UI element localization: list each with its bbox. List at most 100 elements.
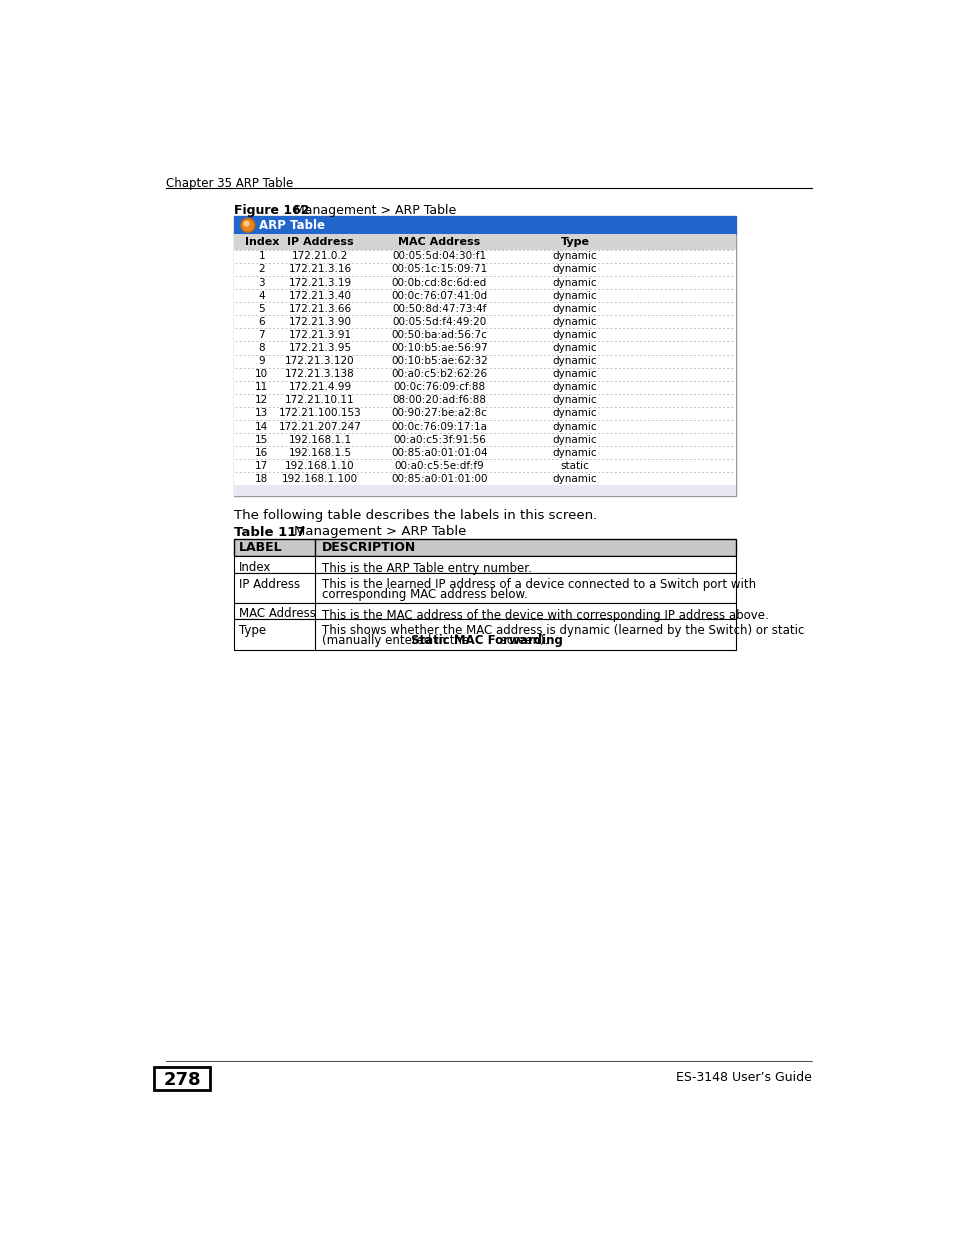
Bar — [233, 341, 736, 354]
Text: dynamic: dynamic — [552, 369, 597, 379]
Bar — [154, 1067, 210, 1091]
Text: Type: Type — [559, 237, 589, 247]
Text: dynamic: dynamic — [552, 409, 597, 419]
Text: 3: 3 — [258, 278, 265, 288]
Text: 00:05:5d:04:30:f1: 00:05:5d:04:30:f1 — [392, 252, 486, 262]
Text: This is the learned IP address of a device connected to a Switch port with: This is the learned IP address of a devi… — [321, 578, 755, 590]
Bar — [233, 216, 736, 496]
Text: static: static — [560, 461, 589, 471]
Bar — [233, 420, 736, 433]
Text: 1: 1 — [258, 252, 265, 262]
Text: dynamic: dynamic — [552, 264, 597, 274]
Text: 00:50:8d:47:73:4f: 00:50:8d:47:73:4f — [392, 304, 486, 314]
Bar — [233, 394, 736, 406]
Bar — [233, 216, 736, 235]
Text: 00:90:27:be:a2:8c: 00:90:27:be:a2:8c — [391, 409, 487, 419]
Text: 172.21.3.16: 172.21.3.16 — [288, 264, 351, 274]
Text: Index: Index — [238, 561, 271, 574]
Bar — [233, 249, 736, 263]
Bar — [233, 472, 736, 485]
Text: Chapter 35 ARP Table: Chapter 35 ARP Table — [166, 178, 293, 190]
Text: 172.21.3.120: 172.21.3.120 — [285, 356, 355, 366]
Bar — [233, 303, 736, 315]
Circle shape — [244, 221, 249, 226]
Text: 18: 18 — [255, 474, 268, 484]
Text: 172.21.3.138: 172.21.3.138 — [285, 369, 355, 379]
Text: 278: 278 — [163, 1072, 201, 1089]
Text: Management > ARP Table: Management > ARP Table — [294, 526, 465, 538]
Text: 15: 15 — [255, 435, 268, 445]
Text: 00:a0:c5:3f:91:56: 00:a0:c5:3f:91:56 — [393, 435, 485, 445]
Text: MAC Address: MAC Address — [397, 237, 480, 247]
Text: Type: Type — [238, 624, 266, 637]
Text: screen).: screen). — [497, 634, 548, 647]
Text: dynamic: dynamic — [552, 252, 597, 262]
Text: 192.168.1.1: 192.168.1.1 — [288, 435, 351, 445]
Text: 00:0c:76:09:cf:88: 00:0c:76:09:cf:88 — [393, 383, 485, 393]
Text: dynamic: dynamic — [552, 435, 597, 445]
Text: 11: 11 — [255, 383, 268, 393]
Text: 00:a0:c5:b2:62:26: 00:a0:c5:b2:62:26 — [391, 369, 487, 379]
Text: 00:50:ba:ad:56:7c: 00:50:ba:ad:56:7c — [391, 330, 487, 340]
Text: 172.21.0.2: 172.21.0.2 — [292, 252, 348, 262]
Text: 00:05:1c:15:09:71: 00:05:1c:15:09:71 — [391, 264, 487, 274]
Text: 12: 12 — [255, 395, 268, 405]
Bar — [233, 556, 736, 573]
Text: Table 117: Table 117 — [233, 526, 305, 538]
Text: 00:0b:cd:8c:6d:ed: 00:0b:cd:8c:6d:ed — [392, 278, 486, 288]
Text: 17: 17 — [255, 461, 268, 471]
Text: 172.21.4.99: 172.21.4.99 — [288, 383, 351, 393]
Text: dynamic: dynamic — [552, 356, 597, 366]
Text: 172.21.3.90: 172.21.3.90 — [288, 317, 351, 327]
Text: 00:85:a0:01:01:00: 00:85:a0:01:01:00 — [391, 474, 487, 484]
Text: This shows whether the MAC address is dynamic (learned by the Switch) or static: This shows whether the MAC address is dy… — [321, 624, 803, 637]
Text: 172.21.3.40: 172.21.3.40 — [288, 290, 351, 300]
Text: 172.21.100.153: 172.21.100.153 — [278, 409, 361, 419]
Bar — [233, 235, 736, 249]
Text: 2: 2 — [258, 264, 265, 274]
Text: dynamic: dynamic — [552, 317, 597, 327]
Text: The following table describes the labels in this screen.: The following table describes the labels… — [233, 509, 597, 521]
Bar — [233, 485, 736, 496]
Text: LABEL: LABEL — [238, 541, 282, 555]
Bar — [233, 289, 736, 303]
Bar — [233, 368, 736, 380]
Text: 172.21.3.66: 172.21.3.66 — [288, 304, 351, 314]
Circle shape — [241, 219, 254, 232]
Text: 4: 4 — [258, 290, 265, 300]
Text: dynamic: dynamic — [552, 395, 597, 405]
Bar — [233, 329, 736, 341]
Text: Index: Index — [244, 237, 278, 247]
Bar — [233, 540, 736, 556]
Text: MAC Address: MAC Address — [238, 608, 315, 620]
Text: This is the ARP Table entry number.: This is the ARP Table entry number. — [321, 562, 531, 576]
Text: (manually entered in the: (manually entered in the — [321, 634, 472, 647]
Text: 192.168.1.10: 192.168.1.10 — [285, 461, 355, 471]
Text: dynamic: dynamic — [552, 421, 597, 431]
Text: 192.168.1.100: 192.168.1.100 — [282, 474, 357, 484]
Bar — [233, 573, 736, 603]
Text: 5: 5 — [258, 304, 265, 314]
Text: dynamic: dynamic — [552, 448, 597, 458]
Text: 7: 7 — [258, 330, 265, 340]
Circle shape — [242, 220, 253, 231]
Bar — [233, 315, 736, 329]
Text: 172.21.3.19: 172.21.3.19 — [288, 278, 351, 288]
Text: 00:85:a0:01:01:04: 00:85:a0:01:01:04 — [391, 448, 487, 458]
Bar — [233, 446, 736, 459]
Text: 6: 6 — [258, 317, 265, 327]
Text: dynamic: dynamic — [552, 278, 597, 288]
Text: 00:a0:c5:5e:df:f9: 00:a0:c5:5e:df:f9 — [394, 461, 484, 471]
Text: 14: 14 — [255, 421, 268, 431]
Text: 13: 13 — [255, 409, 268, 419]
Text: 172.21.3.91: 172.21.3.91 — [288, 330, 351, 340]
Text: 10: 10 — [255, 369, 268, 379]
Text: 00:05:5d:f4:49:20: 00:05:5d:f4:49:20 — [392, 317, 486, 327]
Text: 00:0c:76:07:41:0d: 00:0c:76:07:41:0d — [391, 290, 487, 300]
Text: Figure 162: Figure 162 — [233, 204, 309, 216]
Text: 172.21.207.247: 172.21.207.247 — [278, 421, 361, 431]
Bar — [233, 354, 736, 368]
Text: 172.21.3.95: 172.21.3.95 — [288, 343, 351, 353]
Text: This is the MAC address of the device with corresponding IP address above.: This is the MAC address of the device wi… — [321, 609, 767, 621]
Text: IP Address: IP Address — [286, 237, 353, 247]
